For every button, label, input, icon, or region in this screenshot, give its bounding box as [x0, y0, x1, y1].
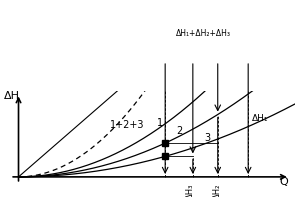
Text: 1+2+3: 1+2+3: [110, 120, 144, 130]
Text: ΔH₁: ΔH₁: [252, 114, 269, 124]
Text: 3: 3: [204, 133, 210, 143]
Text: 1: 1: [157, 118, 163, 128]
Text: ΔH₁+ΔH₂+ΔH₃: ΔH₁+ΔH₂+ΔH₃: [176, 29, 231, 38]
Text: ΔH: ΔH: [4, 91, 20, 101]
Text: ΔH₃: ΔH₃: [186, 183, 195, 197]
Text: 2: 2: [176, 126, 182, 136]
Text: ΔH₂: ΔH₂: [213, 183, 222, 197]
Text: Q: Q: [280, 177, 288, 187]
